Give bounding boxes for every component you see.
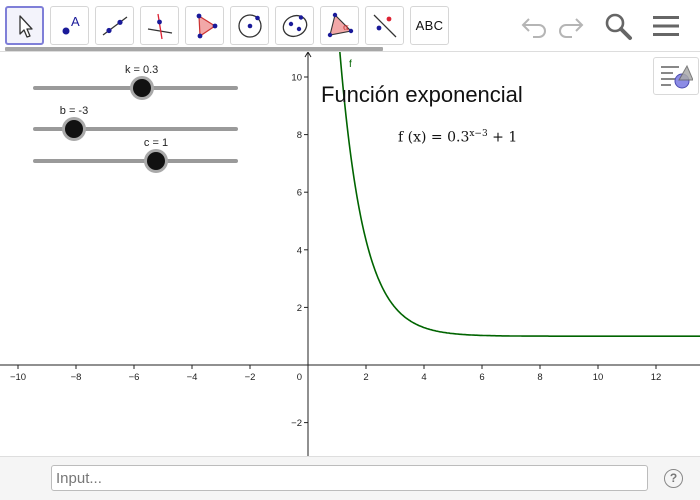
x-tick-label: −6 xyxy=(129,372,140,383)
curve-label-f: f xyxy=(349,59,352,70)
function-curve-f[interactable] xyxy=(335,2,700,338)
formula-rhs: + 1 xyxy=(487,129,518,146)
search-button[interactable] xyxy=(602,10,634,42)
slider-label-b: b = -3 xyxy=(59,105,89,117)
y-tick-label: 4 xyxy=(297,245,302,256)
perpendicular-line-icon xyxy=(147,13,172,39)
slider-track-b[interactable] xyxy=(33,127,238,131)
slider-knob-b[interactable] xyxy=(65,120,83,138)
redo-icon xyxy=(559,18,584,38)
toolbar-divider xyxy=(0,51,700,52)
input-field[interactable] xyxy=(51,465,648,491)
toolbar-scrollbar[interactable] xyxy=(5,47,383,51)
circle-center-point-icon xyxy=(237,13,262,38)
slider-knob-c[interactable] xyxy=(147,152,165,170)
x-tick-label: 10 xyxy=(593,372,604,383)
slider-knob-k[interactable] xyxy=(132,79,151,97)
input-bar: ? xyxy=(0,456,700,500)
hamburger-menu-icon xyxy=(653,16,679,36)
x-tick-label: −10 xyxy=(10,372,26,383)
y-tick-label: 8 xyxy=(297,130,302,141)
x-tick-label: 6 xyxy=(479,372,484,383)
ellipse-icon xyxy=(282,14,307,37)
slider-label-c: c = 1 xyxy=(143,137,169,149)
x-tick-label: 4 xyxy=(421,372,426,383)
function-formula[interactable]: f (x) = 0.3x−3 + 1 xyxy=(398,129,517,146)
x-tick-label: 2 xyxy=(363,372,368,383)
help-button[interactable]: ? xyxy=(664,469,683,488)
style-bar-icon xyxy=(661,64,693,89)
ellipse-tool-button[interactable] xyxy=(275,6,314,45)
main-menu-button[interactable] xyxy=(650,10,682,42)
y-tick-label: −2 xyxy=(291,418,302,429)
perpendicular-line-tool-button[interactable] xyxy=(140,6,179,45)
point-tool-button[interactable]: A xyxy=(50,6,89,45)
reflect-tool-button[interactable] xyxy=(365,6,404,45)
x-tick-label: 12 xyxy=(651,372,662,383)
text-tool-label: ABC xyxy=(415,18,444,33)
formula-lhs: f (x) = 0.3 xyxy=(398,129,470,146)
y-axis-arrow xyxy=(304,51,312,58)
x-tick-label: −8 xyxy=(71,372,82,383)
undo-icon xyxy=(521,18,546,38)
graph-title[interactable]: Función exponencial xyxy=(321,82,523,107)
formula-exponent: x−3 xyxy=(469,129,488,139)
angle-icon: α xyxy=(327,12,353,37)
svg-text:α: α xyxy=(343,23,349,33)
y-tick-label: 10 xyxy=(291,73,302,84)
style-bar-toggle-button[interactable] xyxy=(653,57,699,95)
text-tool-button[interactable]: ABC xyxy=(410,6,449,45)
line-tool-button[interactable] xyxy=(95,6,134,45)
reflect-about-line-icon xyxy=(373,14,396,37)
x-tick-label: 8 xyxy=(537,372,542,383)
slider-track-c[interactable] xyxy=(33,159,238,163)
cursor-arrow-icon xyxy=(18,14,33,38)
redo-button[interactable] xyxy=(555,10,587,42)
toolbar: A xyxy=(0,0,700,52)
x-tick-label: −4 xyxy=(187,372,198,383)
polygon-tool-button[interactable] xyxy=(185,6,224,45)
graph-canvas[interactable]: −10 −8 −6 −4 −2 2 4 6 8 10 12 −2 2 4 6 8 10 0 f xyxy=(0,2,700,456)
y-tick-label: 2 xyxy=(297,303,302,314)
move-tool-button[interactable] xyxy=(5,6,44,45)
origin-label: 0 xyxy=(297,372,302,383)
help-icon: ? xyxy=(669,471,678,485)
svg-text:A: A xyxy=(71,14,80,29)
line-through-points-icon xyxy=(102,15,127,36)
point-icon: A xyxy=(62,14,80,34)
slider-label-k: k = 0.3 xyxy=(124,64,159,76)
y-tick-label: 6 xyxy=(297,188,302,199)
polygon-icon xyxy=(196,13,217,38)
graphics-view[interactable]: −10 −8 −6 −4 −2 2 4 6 8 10 12 −2 2 4 6 8 10 0 f xyxy=(0,2,700,456)
circle-tool-button[interactable] xyxy=(230,6,269,45)
undo-button[interactable] xyxy=(518,10,550,42)
x-tick-label: −2 xyxy=(245,372,256,383)
angle-tool-button[interactable]: α xyxy=(320,6,359,45)
slider-panel: k = 0.3 b = -3 c = 1 xyxy=(0,52,300,456)
search-icon xyxy=(605,13,632,40)
